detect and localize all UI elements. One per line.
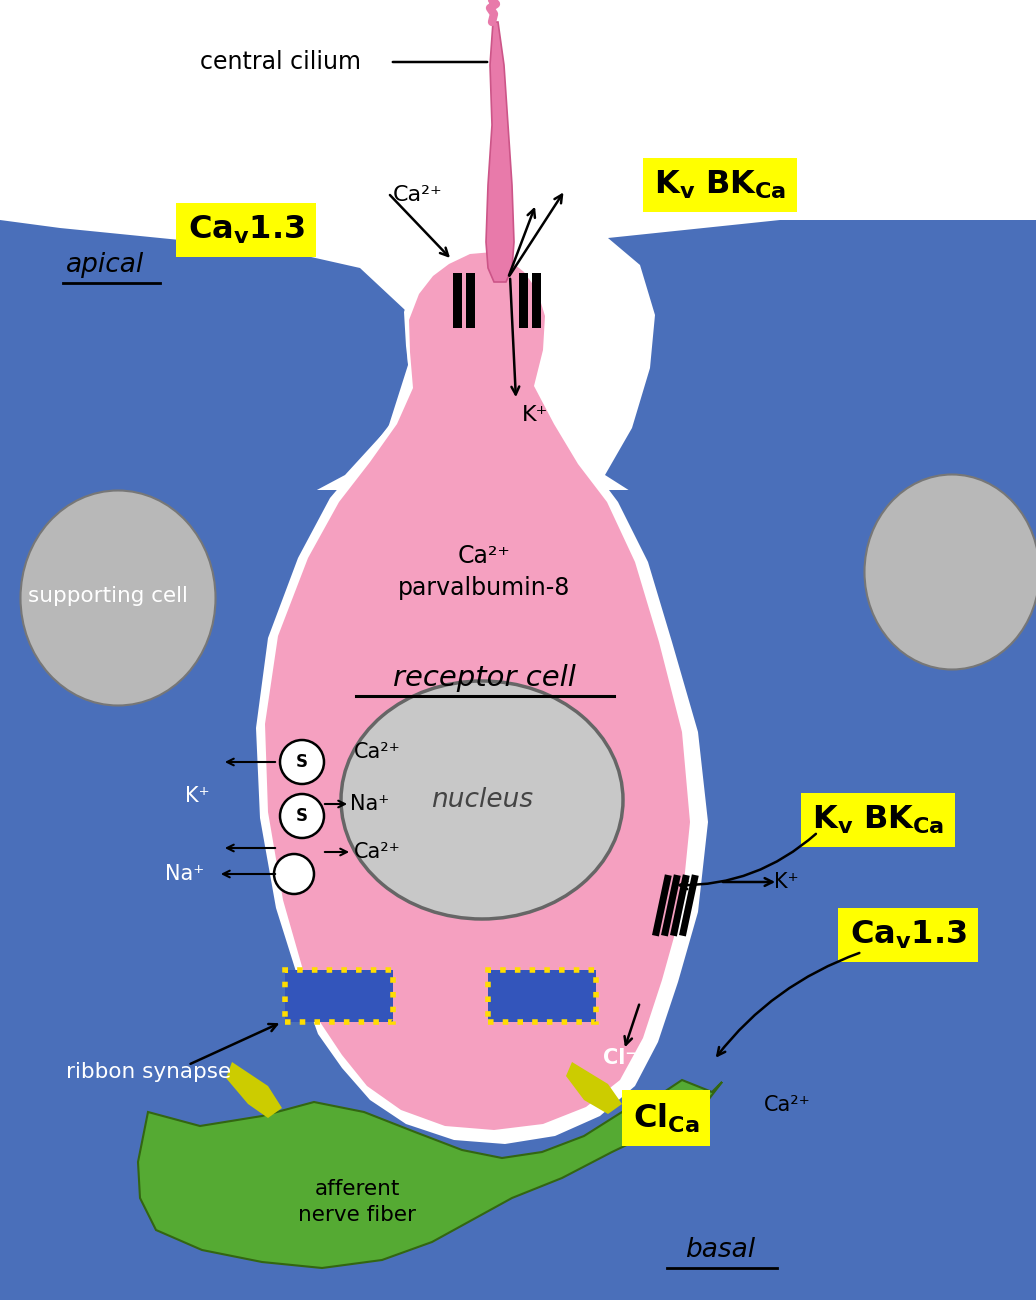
Bar bbox=[661, 875, 681, 936]
Text: receptor cell: receptor cell bbox=[393, 664, 575, 692]
Text: Ca²⁺: Ca²⁺ bbox=[354, 842, 401, 862]
Text: Na⁺: Na⁺ bbox=[165, 864, 204, 884]
Text: K⁺: K⁺ bbox=[185, 786, 209, 806]
Text: $\mathbf{Ca_v}$1.3: $\mathbf{Ca_v}$1.3 bbox=[850, 919, 967, 952]
Text: Ca²⁺: Ca²⁺ bbox=[764, 1095, 811, 1115]
Polygon shape bbox=[265, 252, 690, 1130]
Polygon shape bbox=[775, 450, 1036, 1121]
Ellipse shape bbox=[864, 474, 1036, 670]
Polygon shape bbox=[0, 450, 248, 1121]
Text: S: S bbox=[296, 753, 308, 771]
Circle shape bbox=[274, 854, 314, 894]
Text: Cl⁻: Cl⁻ bbox=[603, 1048, 637, 1069]
Polygon shape bbox=[0, 490, 1036, 1300]
Text: ribbon synapse: ribbon synapse bbox=[66, 1062, 231, 1082]
Ellipse shape bbox=[21, 490, 215, 706]
Ellipse shape bbox=[341, 681, 623, 919]
Circle shape bbox=[280, 740, 324, 784]
Text: K⁺: K⁺ bbox=[774, 872, 799, 892]
Bar bbox=[533, 273, 541, 328]
Text: Na⁺: Na⁺ bbox=[350, 794, 390, 814]
Polygon shape bbox=[256, 238, 708, 1144]
Bar bbox=[679, 875, 698, 936]
Bar bbox=[670, 875, 690, 936]
FancyBboxPatch shape bbox=[488, 970, 596, 1022]
Text: $\mathbf{Cl_{Ca}}$: $\mathbf{Cl_{Ca}}$ bbox=[633, 1101, 699, 1135]
Text: basal: basal bbox=[685, 1238, 755, 1264]
Text: K⁺: K⁺ bbox=[522, 406, 548, 425]
Polygon shape bbox=[566, 1062, 622, 1114]
FancyBboxPatch shape bbox=[285, 970, 393, 1022]
Polygon shape bbox=[486, 22, 514, 282]
Polygon shape bbox=[605, 220, 1036, 555]
Polygon shape bbox=[226, 1062, 282, 1118]
Text: afferent
nerve fiber: afferent nerve fiber bbox=[298, 1179, 416, 1225]
Text: Ca²⁺
parvalbumin-8: Ca²⁺ parvalbumin-8 bbox=[398, 545, 570, 599]
Text: supporting cell: supporting cell bbox=[28, 586, 188, 606]
Text: $\mathbf{K_v\ BK_{Ca}}$: $\mathbf{K_v\ BK_{Ca}}$ bbox=[654, 169, 786, 202]
Polygon shape bbox=[138, 1080, 722, 1268]
Text: S: S bbox=[296, 807, 308, 826]
Bar bbox=[466, 273, 474, 328]
Text: apical: apical bbox=[66, 252, 144, 278]
Circle shape bbox=[280, 794, 324, 838]
Bar bbox=[652, 875, 671, 936]
Bar bbox=[519, 273, 528, 328]
Text: $\mathbf{Ca_v}$1.3: $\mathbf{Ca_v}$1.3 bbox=[188, 213, 305, 246]
Text: Ca²⁺: Ca²⁺ bbox=[393, 185, 442, 205]
Text: nucleus: nucleus bbox=[431, 786, 534, 812]
Text: $\mathbf{K_v\ BK_{Ca}}$: $\mathbf{K_v\ BK_{Ca}}$ bbox=[812, 803, 944, 836]
Text: central cilium: central cilium bbox=[200, 49, 361, 74]
Text: Ca²⁺: Ca²⁺ bbox=[354, 742, 401, 762]
Bar bbox=[453, 273, 462, 328]
Polygon shape bbox=[0, 220, 408, 560]
